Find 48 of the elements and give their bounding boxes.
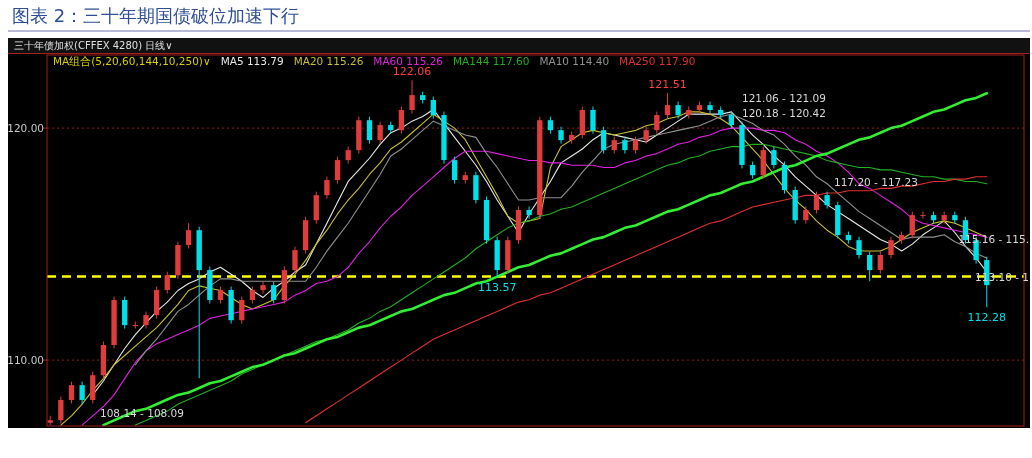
candlestick <box>398 106 405 135</box>
candlestick <box>600 126 607 155</box>
candlestick <box>867 251 873 282</box>
text: MA20 115.26 <box>293 55 364 67</box>
text: MA144 117.60 <box>453 55 530 67</box>
candlestick <box>292 246 298 275</box>
candlestick <box>185 222 192 249</box>
annotation: 121.06 - 121.09 <box>742 92 826 104</box>
annotation: 120.18 - 120.42 <box>742 107 826 119</box>
candlestick <box>409 79 415 114</box>
annotation: 122.06 <box>392 65 432 79</box>
text: MA10 114.40 <box>539 55 610 67</box>
annotation: 112.28 <box>967 311 1006 325</box>
candlestick <box>771 146 777 169</box>
candlestick <box>430 96 436 120</box>
chart-subtitle: 三十年债加权(CFFEX 4280) 日线∨ <box>14 40 173 51</box>
y-tick-label: 110.00 <box>7 354 44 367</box>
candlestick <box>271 281 277 304</box>
candlestick <box>654 111 660 135</box>
candlestick <box>856 236 862 259</box>
annotation: 113.57 <box>477 281 517 295</box>
candlestick <box>68 381 75 404</box>
candlestick <box>664 92 671 120</box>
candlestick <box>58 396 64 425</box>
candlestick <box>526 206 532 220</box>
candlestick <box>324 176 330 200</box>
candlestick <box>79 381 85 405</box>
candlestick <box>334 156 341 185</box>
candlestick <box>920 211 926 220</box>
candlestick <box>877 251 883 275</box>
candlestick <box>909 211 915 240</box>
candlestick <box>260 281 266 295</box>
text: MA250 117.90 <box>619 55 696 67</box>
candlestick <box>366 116 373 145</box>
candlestick <box>164 271 170 295</box>
text: MA60 115.26 <box>373 55 444 67</box>
legend-title: MA组合(5,20,60,144,10,250)∨ <box>53 55 211 67</box>
candlestick <box>813 191 820 214</box>
candlestick <box>888 236 894 259</box>
candlestick <box>590 106 596 135</box>
candlestick <box>377 121 383 145</box>
text: MA5 113.79 <box>220 55 284 67</box>
candlestick <box>707 101 713 114</box>
candlestick <box>451 156 458 185</box>
chart-title: 图表 2：三十年期国债破位加速下行 <box>12 5 300 26</box>
candlestick <box>239 296 245 325</box>
annotation: 121.51 <box>648 78 687 92</box>
y-tick-label: 120.00 <box>7 122 44 135</box>
